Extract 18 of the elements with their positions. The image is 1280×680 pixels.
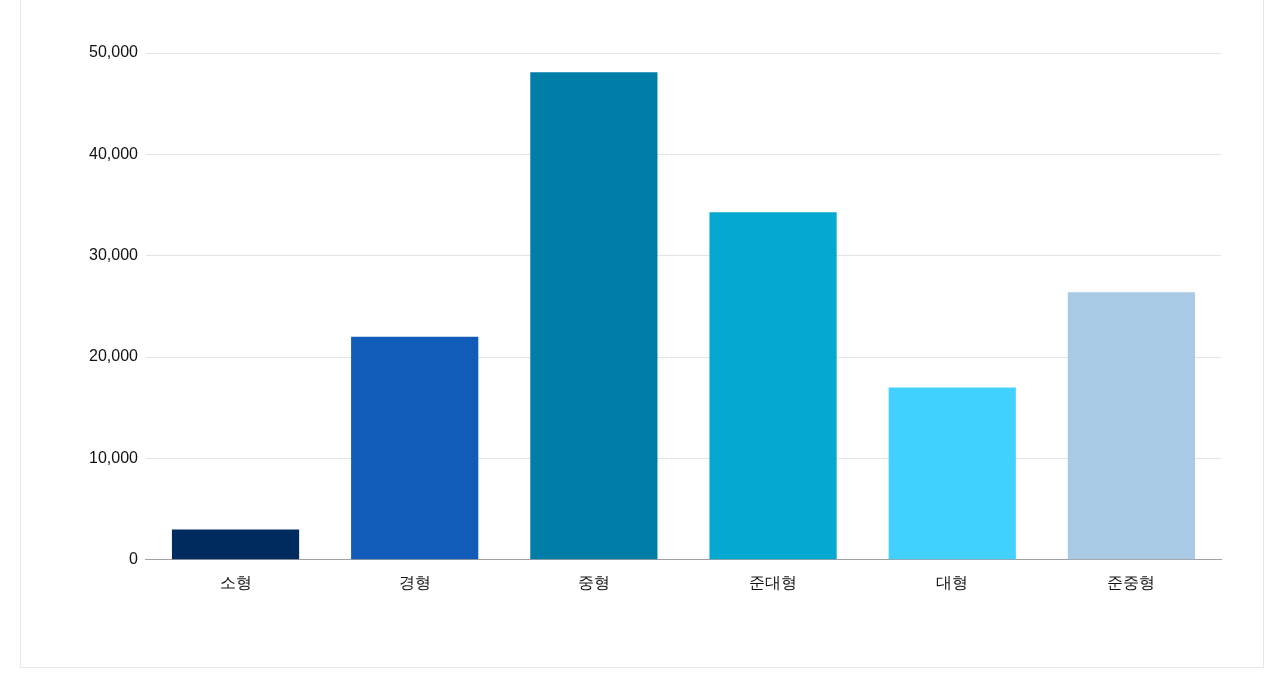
y-tick-label: 20,000 [89,347,139,365]
x-tick-label: 대형 [936,572,969,592]
bar [709,212,837,560]
bar [351,336,479,560]
y-tick-label: 40,000 [89,144,139,162]
y-tick-label: 30,000 [89,246,139,264]
x-tick-label: 준대형 [749,572,798,592]
bar [171,529,300,560]
y-tick-label: 0 [129,550,139,568]
x-tick-label: 소형 [219,572,252,592]
bar [1067,292,1196,560]
bar [530,72,658,560]
x-tick-label: 준중형 [1107,572,1156,592]
x-tick-label: 경형 [398,572,431,592]
y-tick-label: 10,000 [89,448,139,466]
x-tick-label: 중형 [577,572,610,592]
y-tick-label: 50,000 [89,43,139,61]
bar [888,387,1016,560]
